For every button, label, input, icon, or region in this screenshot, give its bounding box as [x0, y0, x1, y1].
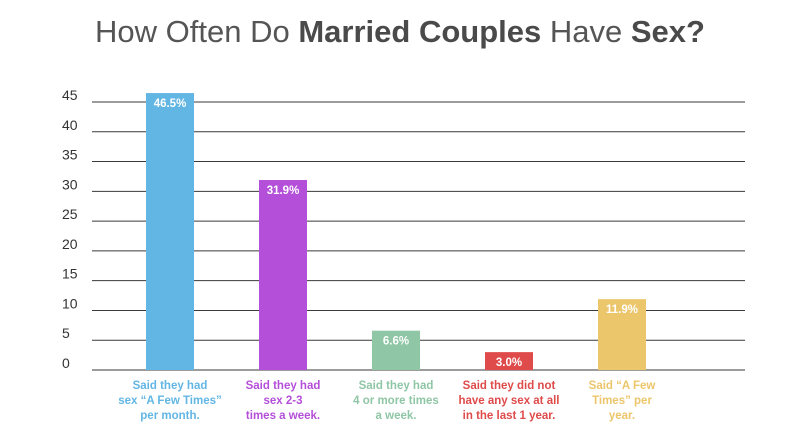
category-label-line: per month.: [140, 410, 199, 422]
category-label-line: Said they had: [133, 380, 208, 392]
bar: [259, 180, 307, 370]
title-part-1: How Often Do: [95, 14, 299, 49]
y-tick-label: 0: [62, 355, 70, 371]
data-label: 6.6%: [383, 336, 409, 348]
title-part-2: Have: [541, 14, 631, 49]
data-label: 11.9%: [606, 304, 638, 316]
category-label-line: times a week.: [246, 410, 320, 422]
category-label-line: 4 or more times: [353, 395, 439, 407]
category-label: Said they had sex “A Few Times” per month.: [118, 380, 222, 422]
bars: [146, 93, 646, 371]
category-label-line: year.: [609, 410, 635, 422]
y-tick-label: 45: [62, 87, 78, 103]
bar: [372, 330, 420, 370]
bar: [146, 93, 194, 371]
category-label: Said “A Few Times” per year.: [589, 380, 656, 422]
category-label-line: Times” per: [592, 395, 652, 407]
y-tick-label: 15: [62, 266, 78, 282]
bar: [598, 299, 646, 370]
y-tick-label: 10: [62, 295, 78, 311]
category-label-line: Said they did not: [463, 380, 556, 392]
category-label-line: Said they had: [359, 380, 434, 392]
y-tick-label: 5: [62, 325, 70, 341]
category-label-line: Said “A Few: [589, 380, 656, 392]
y-tick-label: 20: [62, 236, 78, 252]
category-label-line: sex “A Few Times”: [118, 395, 222, 407]
category-label-line: sex 2-3: [263, 395, 302, 407]
y-tick-label: 35: [62, 147, 78, 163]
category-label-line: a week.: [376, 410, 417, 422]
category-label: Said they did not have any sex at all in t…: [458, 380, 559, 422]
category-label-line: have any sex at all: [458, 395, 559, 407]
category-label: Said they had 4 or more times a week.: [353, 380, 439, 422]
y-axis-ticks: 0 5 10 15 20 25 30 35 40 45: [62, 87, 78, 371]
chart-title: How Often Do Married Couples Have Sex?: [0, 14, 800, 50]
category-label-line: Said they had: [246, 380, 321, 392]
category-label-line: in the last 1 year.: [463, 410, 556, 422]
data-labels: 46.5% 31.9% 6.6% 3.0% 11.9%: [154, 98, 638, 369]
bar: [485, 352, 533, 370]
data-label: 46.5%: [154, 98, 187, 110]
category-labels: Said they had sex “A Few Times” per month.…: [118, 380, 655, 422]
y-tick-label: 40: [62, 117, 78, 133]
title-bold-2: Sex?: [630, 14, 705, 49]
y-tick-label: 30: [62, 176, 78, 192]
title-bold-1: Married Couples: [298, 14, 542, 49]
y-tick-label: 25: [62, 206, 78, 222]
data-label: 3.0%: [496, 357, 522, 369]
category-label: Said they had sex 2-3 times a week.: [246, 380, 321, 422]
data-label: 31.9%: [267, 185, 300, 197]
